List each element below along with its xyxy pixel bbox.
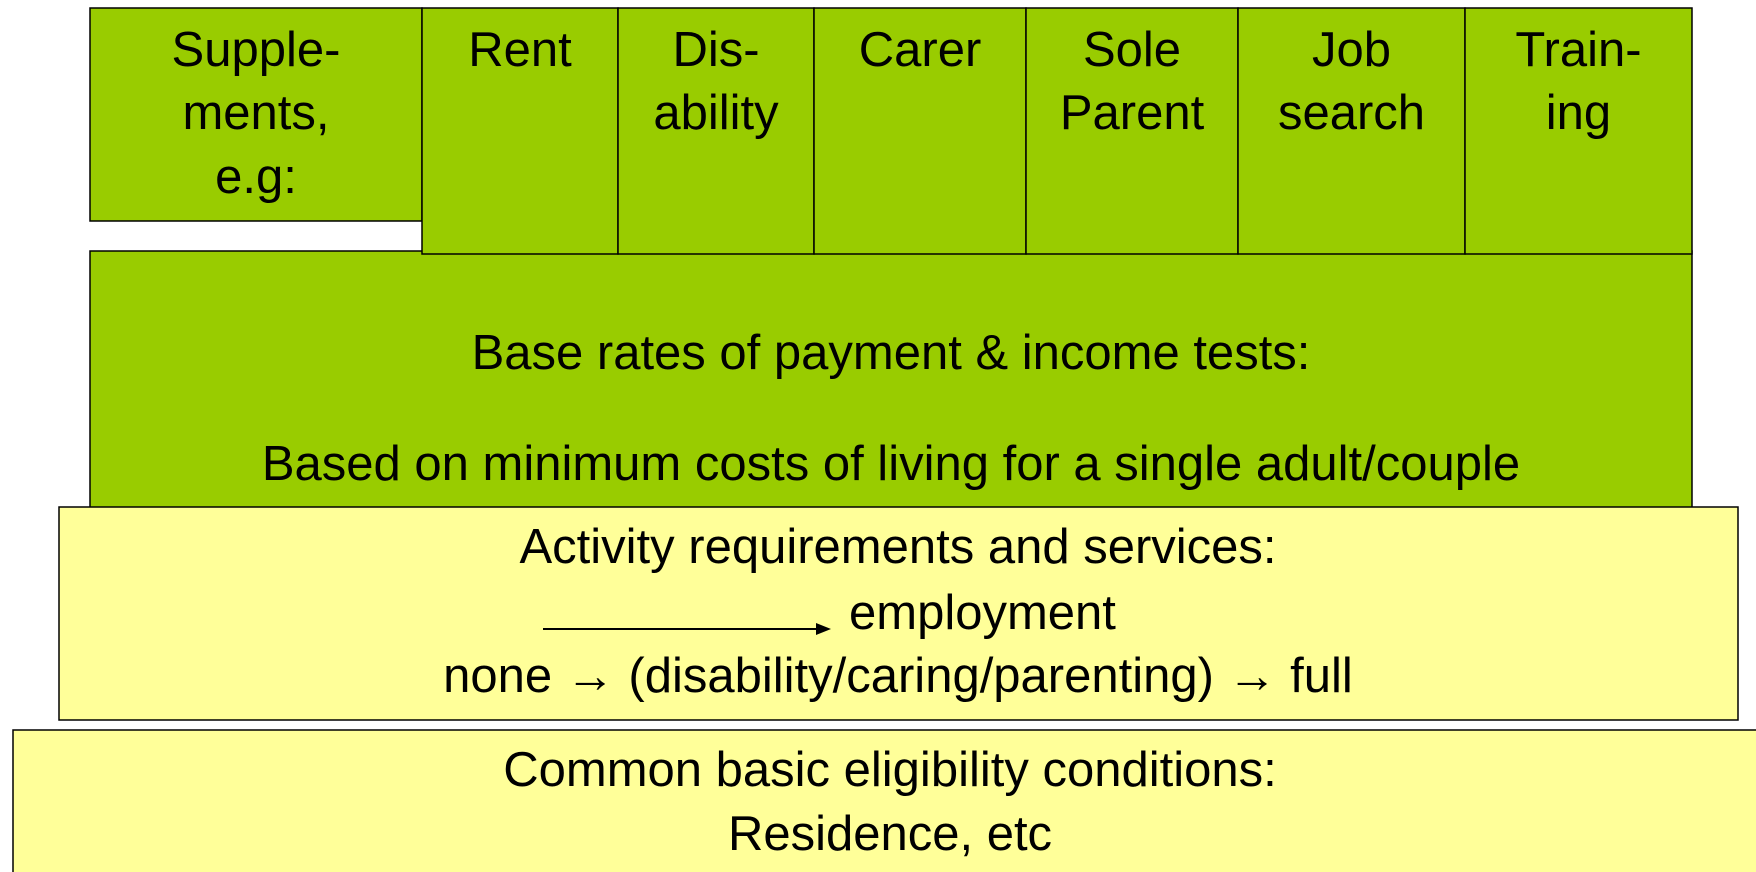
supplements-label: Supple- (172, 23, 341, 77)
supplements-box (89, 7, 423, 222)
supplement-label: Job (1312, 23, 1391, 77)
base-text: Based on minimum costs of living for a s… (262, 437, 1520, 491)
supplement-label: Carer (859, 23, 982, 77)
supplement-label: search (1278, 86, 1425, 140)
supplement-columns: Rent Dis-ability Carer Sole Parent Job search T… (421, 7, 1693, 255)
supplement-column (1464, 7, 1693, 255)
activity-title: Activity requirements and services: (519, 520, 1276, 574)
eligibility-title: Common basic eligibility conditions: (503, 743, 1276, 797)
supplement-column (813, 7, 1027, 255)
activity-text: none → (disability/caring/parenting) → f… (443, 649, 1353, 703)
supplement-column (421, 7, 619, 255)
supplement-label: Sole (1083, 23, 1181, 77)
activity-box (58, 506, 1739, 721)
supplement-column (1237, 7, 1466, 255)
supplements-label: ments, (182, 86, 329, 140)
supplement-label: Parent (1060, 86, 1205, 140)
eligibility-box (12, 729, 1756, 872)
eligibility-text: Residence, etc (728, 807, 1052, 861)
supplement-label: ability (653, 86, 779, 140)
supplement-column (617, 7, 815, 255)
supplement-label: Rent (468, 23, 572, 77)
supplement-column (1025, 7, 1239, 255)
arrow-label: employment (849, 586, 1116, 640)
supplement-label: Train- (1515, 23, 1641, 77)
base-box (89, 250, 1693, 511)
base-title: Base rates of payment & income tests: (472, 326, 1311, 380)
supplement-label: ing (1546, 86, 1611, 140)
supplements-label: e.g: (215, 150, 297, 204)
arrow-head (816, 623, 831, 635)
supplement-label: Dis- (672, 23, 759, 77)
